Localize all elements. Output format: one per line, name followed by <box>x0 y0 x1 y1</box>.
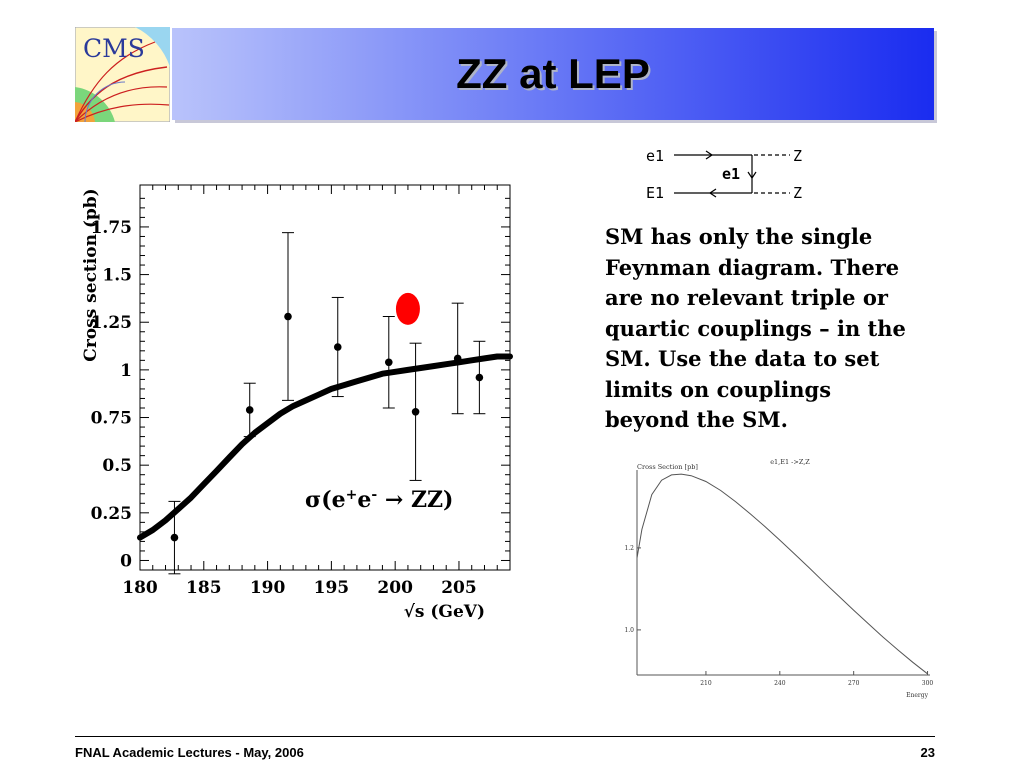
x-tick-label: 205 <box>441 578 477 598</box>
y-tick-label: 1.5 <box>102 266 132 286</box>
page-number: 23 <box>920 745 935 760</box>
x-tick-label: 195 <box>314 578 350 598</box>
data-point-marker <box>384 358 393 367</box>
y-tick-label: 1.25 <box>91 313 132 333</box>
x-tick-label: 185 <box>186 578 222 598</box>
feynman-arrow-prop <box>747 171 757 180</box>
annotation-sup: + <box>346 487 358 503</box>
annotation-part: e <box>357 487 371 513</box>
y-tick-label: 1.2 <box>624 545 634 552</box>
series-line <box>636 473 928 675</box>
footer-left-text: FNAL Academic Lectures - May, 2006 <box>75 745 304 760</box>
data-point <box>473 340 486 415</box>
x-axis-label: √s (GeV) <box>404 602 485 622</box>
highlight-marker <box>395 292 420 325</box>
data-point-marker <box>333 343 342 351</box>
x-tick-label: 200 <box>377 578 413 598</box>
x-tick-label: 180 <box>122 578 158 598</box>
data-point-marker <box>245 406 254 414</box>
generator-cross-section-chart: Cross Section [pb] e1,E1 ->Z,Z Energy 210 24… <box>624 458 934 699</box>
y-tick-label: 0.25 <box>91 504 132 524</box>
x-tick-label: 190 <box>250 578 286 598</box>
feynman-arrow-top <box>705 150 714 160</box>
feynman-label-Z-top: Z <box>793 147 802 165</box>
x-tick-label: 210 <box>700 680 712 687</box>
theory-curve <box>137 353 513 541</box>
logo-text: CMS <box>83 34 145 63</box>
x-tick-label: 240 <box>774 680 786 687</box>
data-point <box>243 382 256 438</box>
chart-title: e1,E1 ->Z,Z <box>770 458 810 466</box>
slide-title: ZZ at LEP <box>456 50 650 97</box>
chart-annotation: σ(e+e- → ZZ) <box>305 487 453 513</box>
x-axis-label: Energy <box>906 692 929 699</box>
data-point <box>168 500 181 575</box>
body-text: SM has only the single Feynman diagram. … <box>605 224 906 432</box>
lep-zz-cross-section-chart: 180 185 190 195 200 205 0 0.25 0.5 0.75 1 1.25 1.5 1.… <box>81 184 513 622</box>
plot-frame <box>139 184 511 571</box>
feynman-label-E1-in: E1 <box>646 184 664 202</box>
data-point-marker <box>475 373 484 382</box>
y-tick-label: 0.75 <box>91 409 132 429</box>
data-point <box>409 342 422 481</box>
data-point <box>331 296 344 398</box>
footer-divider <box>75 736 935 737</box>
data-point <box>382 316 395 409</box>
data-point <box>451 302 464 415</box>
annotation-part: σ(e <box>305 487 346 513</box>
feynman-label-e1-prop: e1 <box>722 165 740 183</box>
annotation-part: → ZZ) <box>377 487 453 513</box>
data-point-marker <box>170 533 179 542</box>
x-tick-label: 270 <box>848 680 860 687</box>
y-tick-label: 1.75 <box>91 218 132 238</box>
data-point <box>282 232 294 401</box>
x-tick-label: 300 <box>922 680 934 687</box>
data-point-marker <box>453 354 462 363</box>
y-tick-label: 1 <box>120 361 132 381</box>
y-tick-label: 1.0 <box>624 627 634 634</box>
data-point-marker <box>411 408 420 416</box>
cms-logo: CMS <box>75 27 170 122</box>
y-axis-label: Cross Section [pb] <box>637 463 698 471</box>
y-tick-label: 0 <box>120 551 132 571</box>
feynman-label-e1-in: e1 <box>646 147 664 165</box>
y-tick-label: 0.5 <box>102 456 132 476</box>
feynman-arrow-bottom <box>708 188 717 198</box>
y-axis-label: Cross section (pb) <box>81 188 101 361</box>
feynman-diagram: e1 E1 e1 Z Z <box>646 147 802 202</box>
title-banner: ZZ at LEP <box>172 28 934 120</box>
data-point-marker <box>284 312 292 321</box>
annotation-sup: - <box>371 487 377 503</box>
feynman-label-Z-bottom: Z <box>793 184 802 202</box>
